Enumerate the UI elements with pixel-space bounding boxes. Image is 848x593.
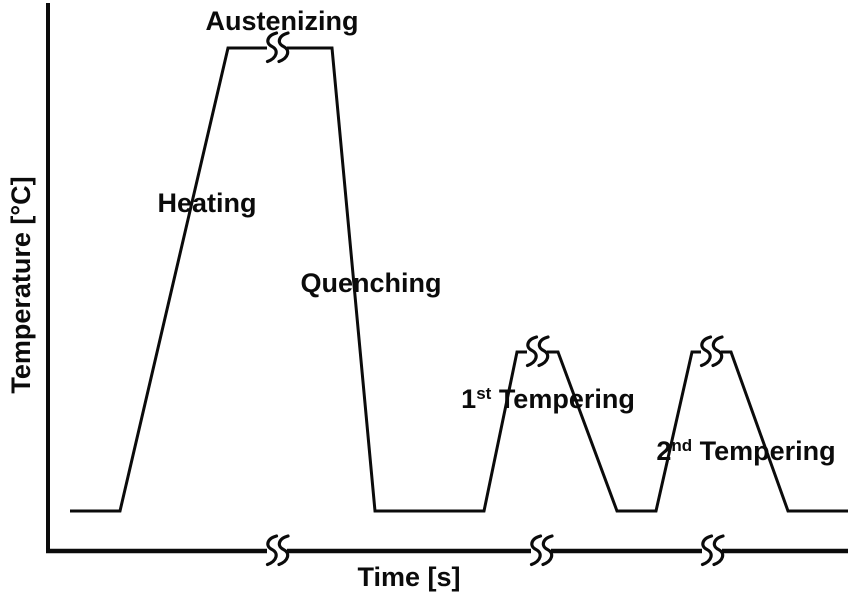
squiggle-icon (700, 534, 714, 567)
phase-annotations: Austenizing Heating Quenching 1st Tempering… (157, 6, 835, 466)
squiggle-icon (712, 534, 725, 567)
annotation-first-tempering: 1st Tempering (461, 384, 635, 414)
annotation-heating: Heating (157, 188, 256, 218)
curve-break-mark (265, 31, 290, 64)
break-gap (527, 347, 547, 357)
break-gap (701, 347, 721, 357)
squiggle-icon (277, 534, 290, 567)
squiggle-icon (711, 335, 724, 368)
break-marks (265, 31, 725, 567)
squiggle-icon (699, 335, 713, 368)
curve-break-mark (699, 335, 724, 368)
x-axis-label: Time [s] (357, 562, 460, 592)
squiggle-icon (541, 534, 554, 567)
squiggle-icon (525, 335, 539, 368)
annotation-austenizing: Austenizing (206, 6, 359, 36)
squiggle-icon (265, 534, 279, 567)
time-axis-break-mark (265, 534, 290, 567)
squiggle-icon (277, 31, 290, 64)
annotation-second-tempering: 2nd Tempering (656, 436, 835, 466)
time-axis-break-mark (700, 534, 725, 567)
break-gap (267, 546, 287, 556)
squiggle-icon (537, 335, 550, 368)
annotation-quenching: Quenching (301, 268, 442, 298)
squiggle-icon (529, 534, 543, 567)
y-axis-label: Temperature [°C] (6, 176, 36, 393)
time-axis-break-mark (529, 534, 554, 567)
curve-break-mark (525, 335, 550, 368)
axes (46, 3, 848, 554)
break-gap (531, 546, 551, 556)
break-gap (702, 546, 722, 556)
squiggle-icon (265, 31, 279, 64)
break-gap (267, 43, 287, 53)
